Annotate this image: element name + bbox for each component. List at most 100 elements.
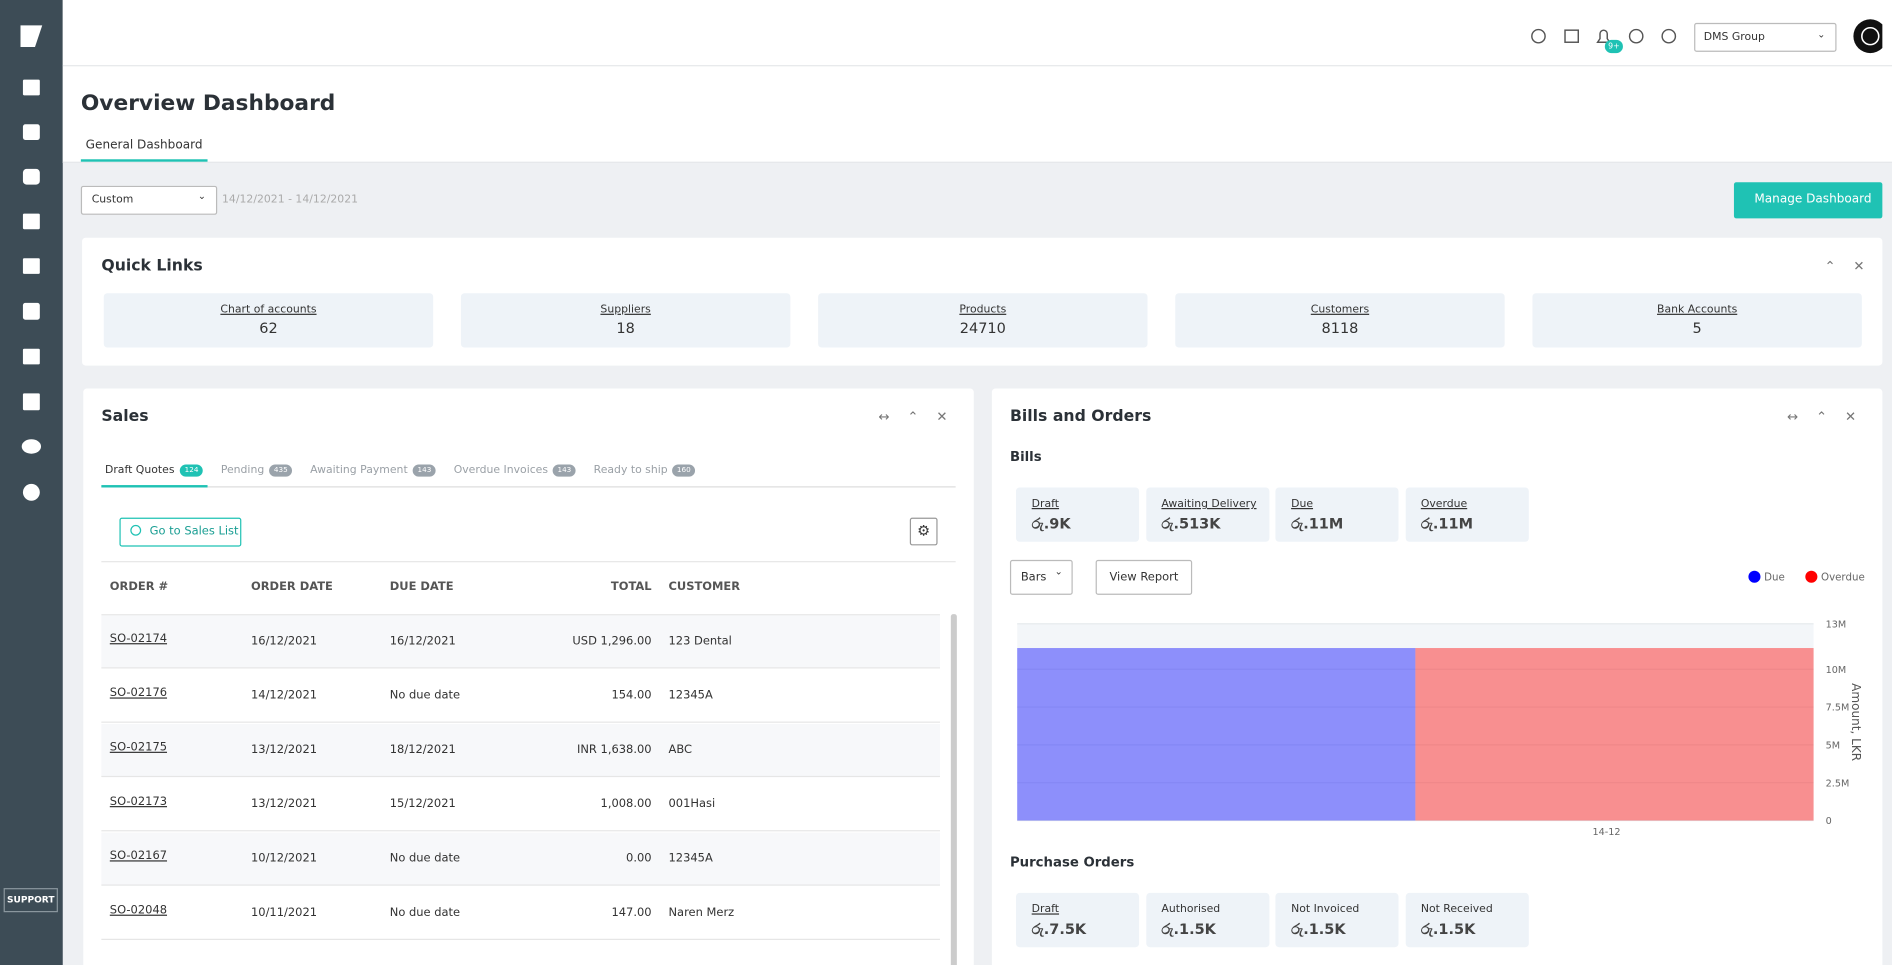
summary-label[interactable]: Overdue: [1420, 498, 1468, 511]
summary-label[interactable]: Draft: [1031, 903, 1060, 916]
table-cell: 16/12/2021: [389, 634, 456, 648]
order-link[interactable]: SO-02175: [109, 740, 168, 755]
column-header: ORDER DATE: [250, 580, 333, 594]
card-control[interactable]: ↔: [878, 409, 890, 425]
card-control[interactable]: ⌃: [1824, 258, 1836, 274]
summary-label[interactable]: Not Invoiced: [1291, 903, 1360, 916]
table-cell: Naren Merz: [668, 906, 735, 920]
quick-link-label[interactable]: Bank Accounts: [1657, 304, 1738, 317]
table-cell: 13/12/2021: [250, 797, 318, 811]
table-row: [101, 723, 940, 778]
table-cell: 15/12/2021: [389, 797, 456, 811]
sales-tab[interactable]: Awaiting Payment: [310, 464, 408, 477]
quick-link-box: [818, 293, 1148, 348]
y-tick-label: 5M: [1826, 740, 1840, 751]
summary-box: [1275, 892, 1399, 948]
card-control[interactable]: ⌃: [907, 409, 919, 425]
select-arrow: ⌄: [1817, 28, 1826, 40]
divider: [101, 561, 956, 563]
column-header: DUE DATE: [389, 580, 454, 594]
quick-link-label[interactable]: Chart of accounts: [220, 304, 317, 317]
org-select[interactable]: DMS Group: [1694, 22, 1837, 52]
sales-tab[interactable]: Draft Quotes: [104, 464, 175, 477]
sales-tab[interactable]: Overdue Invoices: [453, 464, 549, 477]
quick-link-value: 18: [616, 319, 635, 337]
summary-label[interactable]: Awaiting Delivery: [1161, 498, 1257, 511]
active-tab-underline: [101, 485, 208, 488]
table-cell: 18/12/2021: [389, 743, 456, 757]
bar: [1415, 648, 1814, 821]
summary-label[interactable]: Due: [1291, 498, 1314, 511]
topbar-icons: [1531, 19, 1883, 54]
quick-link-label[interactable]: Suppliers: [600, 304, 651, 317]
quick-link-label[interactable]: Customers: [1310, 304, 1370, 317]
quick-link-box: [460, 293, 791, 348]
column-header: CUSTOMER: [668, 580, 741, 594]
order-link[interactable]: SO-02174: [109, 632, 168, 646]
order-link[interactable]: SO-02048: [109, 903, 168, 918]
go-to-sales-button[interactable]: Go to Sales List: [119, 517, 242, 547]
view-report-button[interactable]: View Report: [1095, 559, 1193, 595]
summary-box: [1015, 487, 1140, 542]
table-row: [101, 669, 940, 723]
y-axis-title: Amount, LKR: [1849, 683, 1863, 762]
card-control[interactable]: ✕: [936, 409, 948, 425]
order-link[interactable]: SO-02173: [109, 795, 168, 809]
table-cell: 12345A: [668, 851, 713, 866]
summary-label[interactable]: Not Received: [1420, 903, 1493, 916]
quick-link-label[interactable]: Products: [959, 304, 1007, 317]
quick-link-value: 5: [1692, 319, 1702, 337]
settings-button[interactable]: ⚙: [909, 517, 938, 546]
header: [62, 66, 1892, 163]
card-control[interactable]: ✕: [1853, 258, 1865, 274]
legend-label: Due: [1764, 571, 1785, 583]
legend-marker: [1805, 570, 1818, 583]
quick-link-box: [1175, 293, 1505, 348]
card-control[interactable]: ✕: [1844, 409, 1857, 425]
nav-icons[interactable]: [21, 79, 42, 501]
tab-count: 435: [269, 464, 293, 477]
summary-box: [1275, 487, 1399, 542]
avatar[interactable]: [1853, 19, 1883, 54]
toolbar-icons[interactable]: [1531, 28, 1677, 44]
table-row: [101, 615, 940, 669]
card-control[interactable]: ⌃: [1815, 409, 1828, 425]
summary-value: රු.7.5K: [1031, 920, 1087, 938]
summary-label[interactable]: Authorised: [1161, 903, 1221, 916]
table-cell: INR 1,638.00: [576, 743, 652, 757]
card-title: Sales: [101, 407, 149, 426]
table-row: [101, 886, 940, 940]
table-cell: 147.00: [611, 906, 652, 920]
table-cell: 10/12/2021: [250, 851, 318, 866]
logo: [20, 25, 43, 48]
column-header: ORDER #: [109, 580, 169, 594]
quick-link-value: 8118: [1321, 319, 1359, 337]
range-select[interactable]: Custom: [80, 185, 218, 215]
table-cell: 001Hasi: [668, 797, 716, 811]
order-link[interactable]: SO-02176: [109, 686, 168, 700]
summary-box: [1145, 487, 1269, 542]
sales-tab[interactable]: Pending: [220, 464, 265, 477]
scrollbar: [950, 614, 957, 965]
plot-background: [1017, 623, 1814, 821]
quick-link-box: [1532, 293, 1862, 348]
summary-value: රු.9K: [1031, 515, 1071, 533]
page-title: Overview Dashboard: [80, 90, 336, 116]
dashboard-tab[interactable]: General Dashboard: [80, 138, 208, 162]
chart-type-select[interactable]: Bars: [1009, 559, 1073, 595]
order-link[interactable]: SO-02167: [109, 849, 168, 863]
quick-link-box: [103, 293, 434, 348]
select-arrow: ⌄: [197, 190, 206, 202]
summary-label[interactable]: Draft: [1031, 498, 1060, 511]
tab-count: 143: [412, 464, 437, 477]
sales-tab[interactable]: Ready to ship: [593, 464, 668, 477]
manage-dashboard-button[interactable]: Manage Dashboard: [1733, 182, 1883, 219]
table-cell: No due date: [389, 906, 461, 920]
card-control[interactable]: ↔: [1787, 409, 1799, 425]
summary-value: රු.11M: [1420, 515, 1473, 533]
table-cell: ABC: [668, 743, 692, 757]
legend-label: Overdue: [1821, 571, 1865, 583]
support-button[interactable]: SUPPORT: [3, 888, 58, 913]
y-tick-label: 0: [1826, 816, 1832, 827]
